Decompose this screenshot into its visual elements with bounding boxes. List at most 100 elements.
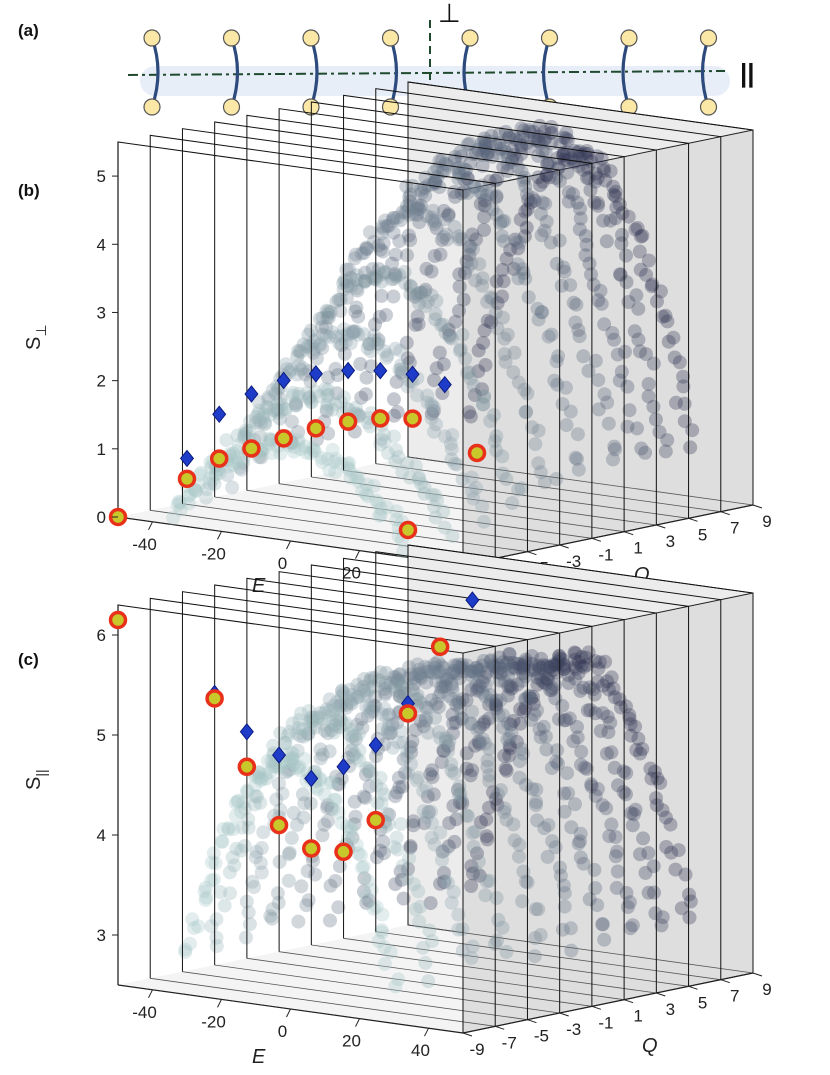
scatter-point (403, 187, 418, 202)
scatter-point (550, 151, 565, 165)
scatter-point (359, 895, 374, 910)
scatter-point (360, 341, 375, 356)
scatter-point (601, 416, 616, 431)
scatter-point (426, 665, 441, 680)
scatter-point (313, 706, 328, 720)
z-tick-label: 0 (97, 508, 106, 527)
scatter-point (573, 201, 587, 216)
scatter-point (466, 839, 481, 854)
scatter-point (439, 227, 454, 242)
scatter-point (628, 802, 643, 817)
scatter-point (601, 682, 616, 697)
scatter-point (600, 709, 615, 724)
scatter-point (338, 334, 353, 349)
scatter-point (254, 865, 269, 880)
scatter-point (445, 428, 460, 442)
scatter-point (505, 143, 520, 158)
scatter-point (442, 733, 457, 748)
q-slice-outline (149, 134, 496, 559)
scatter-point (321, 388, 336, 402)
scatter-point (541, 329, 556, 344)
scatter-point (408, 317, 423, 332)
scatter-point (507, 345, 522, 360)
scatter-point (410, 388, 425, 403)
diamond-marker (244, 385, 259, 403)
scatter-point (460, 365, 475, 380)
scatter-point (622, 895, 637, 910)
scatter-point (654, 918, 669, 933)
scatter-point (284, 414, 299, 429)
scatter-point (410, 287, 425, 302)
scatter-point (254, 771, 269, 786)
scatter-point (473, 815, 488, 830)
scatter-point (524, 649, 539, 663)
scatter-point (359, 687, 374, 702)
scatter-point (444, 442, 459, 457)
scatter-point (466, 242, 480, 256)
scatter-point (265, 902, 280, 917)
scatter-point (413, 695, 428, 710)
q-tick-mark (462, 1032, 473, 1037)
scatter-point (427, 216, 442, 231)
scatter-point (376, 221, 391, 236)
scatter-point (632, 244, 647, 259)
scatter-point (379, 709, 394, 723)
scatter-point (375, 721, 390, 736)
scatter-point (551, 349, 566, 364)
scatter-point (357, 871, 372, 886)
scatter-point (340, 328, 355, 343)
scatter-point (527, 707, 542, 722)
scatter-point (522, 688, 537, 703)
scatter-point (297, 752, 312, 766)
q-tick-mark (559, 1012, 569, 1017)
scatter-point (559, 125, 574, 140)
scatter-point (625, 918, 640, 933)
scatter-point (499, 763, 514, 778)
scatter-point (393, 677, 408, 692)
scatter-point (412, 470, 427, 485)
scatter-point (559, 131, 574, 146)
scatter-point (548, 691, 563, 706)
scatter-point (318, 723, 333, 738)
scatter-point (400, 248, 414, 263)
scatter-point (322, 692, 337, 707)
scatter-point (490, 797, 505, 812)
scatter-point (511, 241, 526, 256)
scatter-point (549, 472, 564, 486)
scatter-point (399, 871, 414, 886)
scatter-point (595, 917, 610, 932)
scatter-point (320, 452, 335, 466)
floor-grid-line (343, 469, 689, 519)
scatter-point (503, 682, 518, 696)
scatter-point (357, 327, 371, 342)
scatter-point (514, 659, 529, 674)
scatter-point (608, 189, 623, 204)
scatter-point (334, 697, 348, 712)
scatter-point (449, 697, 464, 712)
scatter-point (476, 653, 491, 668)
scatter-point (514, 140, 529, 155)
scatter-point (518, 405, 533, 419)
scatter-point (630, 421, 644, 436)
scatter-point (424, 264, 439, 279)
scatter-point (427, 499, 442, 514)
scatter-point (375, 707, 390, 722)
scatter-point (655, 803, 670, 818)
scatter-point (408, 289, 423, 304)
scatter-point (203, 476, 218, 491)
q-slice-outline (214, 584, 561, 1013)
scatter-point (328, 451, 343, 466)
scatter-point (334, 699, 348, 713)
scatter-point (310, 710, 325, 725)
scatter-point (296, 337, 311, 352)
scatter-point (434, 680, 449, 695)
scatter-point (618, 344, 632, 359)
scatter-point (333, 292, 348, 307)
scatter-point (663, 817, 678, 832)
scatter-point (315, 311, 330, 325)
scatter-point (322, 329, 337, 344)
scatter-point (625, 818, 640, 833)
scatter-point (436, 203, 451, 218)
scatter-point (208, 467, 223, 482)
scatter-point (287, 444, 301, 459)
